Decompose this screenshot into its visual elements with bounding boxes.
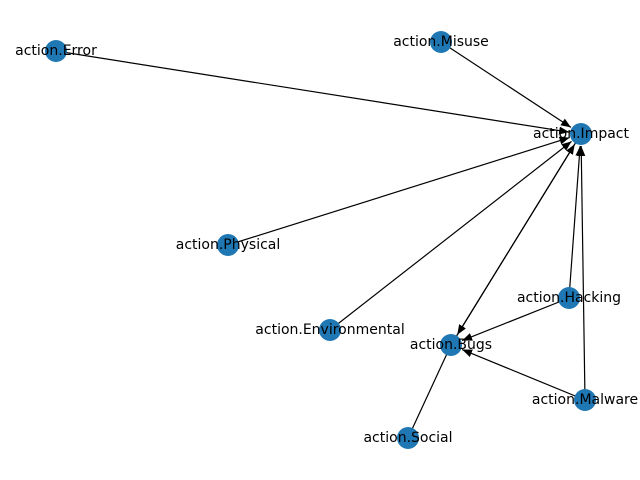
edge-social-to-bugs <box>407 344 452 439</box>
node-label-error: action.Error <box>15 43 97 59</box>
edge-hacking-to-bugs <box>461 297 570 342</box>
edge-malware-to-bugs <box>461 349 586 401</box>
node-hacking <box>558 287 580 309</box>
node-malware <box>574 389 596 411</box>
node-misuse <box>430 31 452 53</box>
node-social <box>397 427 419 449</box>
node-physical <box>217 234 239 256</box>
node-label-social: action.Social <box>363 430 452 446</box>
node-label-physical: action.Physical <box>176 237 281 253</box>
node-bugs <box>440 334 462 356</box>
edge-environmental-to-impact <box>329 140 572 331</box>
edge-hacking-to-impact <box>568 145 584 299</box>
node-label-bugs: action.Bugs <box>410 337 492 353</box>
node-environmental <box>319 319 341 341</box>
edge-physical-to-impact <box>227 136 570 246</box>
node-label-hacking: action.Hacking <box>517 290 621 306</box>
edge-malware-to-impact <box>577 145 586 401</box>
node-label-environmental: action.Environmental <box>255 322 404 338</box>
node-label-misuse: action.Misuse <box>393 34 489 50</box>
node-error <box>45 40 67 62</box>
label-layer: action.Error action.Misuse action.Impact ac… <box>15 34 638 446</box>
edge-error-to-impact <box>55 50 570 135</box>
node-layer <box>45 31 596 449</box>
node-label-malware: action.Malware <box>532 392 638 408</box>
node-impact <box>570 123 592 145</box>
node-label-impact: action.Impact <box>533 126 629 142</box>
edge-misuse-to-impact <box>440 41 572 128</box>
edge-impact-to-bugs <box>456 133 582 336</box>
edge-layer <box>55 41 586 439</box>
